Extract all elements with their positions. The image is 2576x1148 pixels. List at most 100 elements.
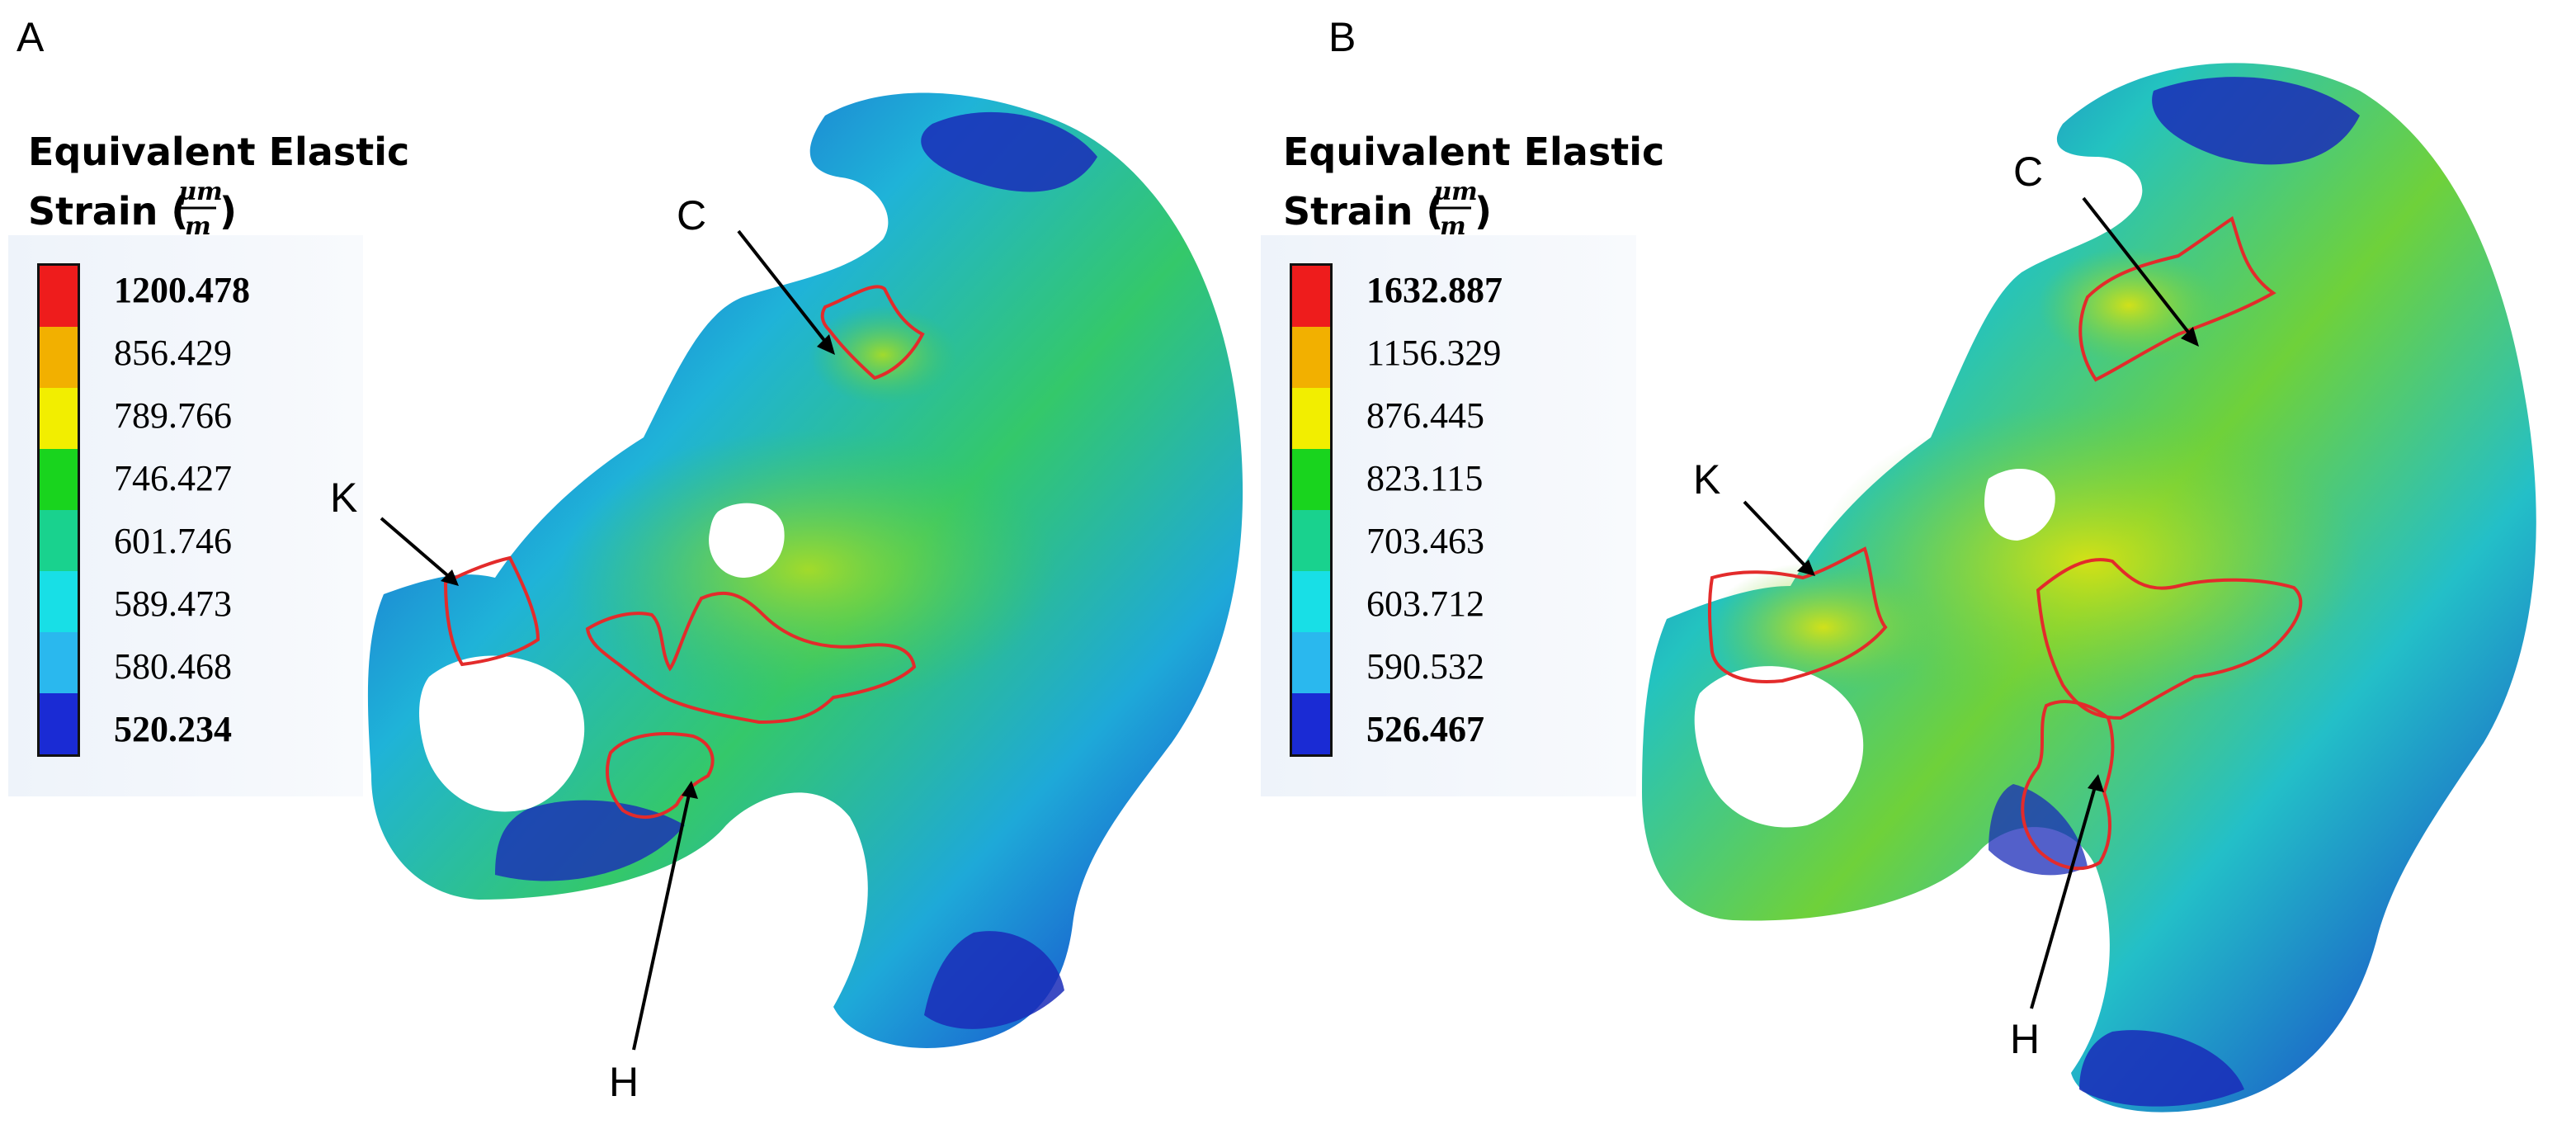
- panel-label: B: [1328, 14, 1356, 60]
- legend-swatch: [1292, 510, 1330, 571]
- low-strain-zone: [921, 111, 1097, 192]
- callout-c: C: [677, 192, 835, 355]
- legend-swatch: [1292, 449, 1330, 510]
- arrow-head: [441, 569, 459, 586]
- arrow-line: [1743, 500, 1810, 571]
- legend-title-line2-prefix: Strain (: [28, 189, 188, 234]
- arrow-line: [2082, 196, 2195, 340]
- arrow-head: [682, 781, 698, 799]
- legend-swatch: [40, 510, 78, 571]
- legend-value: 526.467: [1366, 709, 1484, 749]
- callout-h: H: [2010, 774, 2104, 1062]
- callout-k: K: [1693, 456, 1815, 576]
- arrow-head: [1797, 560, 1815, 576]
- obturator-foramen: [419, 655, 585, 812]
- low-strain-zone: [2152, 77, 2360, 165]
- legend-unit-numerator: μm: [178, 177, 223, 206]
- legend-value: 703.463: [1366, 521, 1484, 561]
- legend-swatch: [40, 449, 78, 510]
- arrow-line: [737, 229, 831, 348]
- legend-value: 589.473: [114, 583, 232, 624]
- legend-swatch: [40, 266, 78, 327]
- arrow-line: [2030, 783, 2097, 1009]
- strain-hotspot: [809, 305, 957, 404]
- callout-label: H: [609, 1059, 639, 1105]
- legend-title-line1: Equivalent Elastic: [1283, 130, 1664, 174]
- legend-swatch: [40, 632, 78, 693]
- legend-color-bar: [1290, 263, 1333, 757]
- legend-swatch: [40, 571, 78, 632]
- legend-value: 580.468: [114, 646, 232, 687]
- region-c: [2078, 215, 2276, 382]
- legend-value: 746.427: [114, 458, 232, 498]
- region-c: [820, 285, 925, 380]
- panel-label: A: [17, 14, 45, 60]
- legend-unit-numerator: μm: [1433, 177, 1478, 206]
- foramen-hole: [709, 503, 785, 578]
- legend-value: 789.766: [114, 395, 232, 436]
- legend-value: 520.234: [114, 709, 232, 749]
- legend-value: 876.445: [1366, 395, 1484, 436]
- legend-value: 1200.478: [114, 270, 250, 310]
- legend-title-line2-suffix: ): [219, 189, 237, 234]
- strain-hotspot: [1708, 561, 1939, 693]
- legend-color-bar: [37, 263, 80, 757]
- legend-swatch: [1292, 693, 1330, 754]
- pelvis-model: [1642, 63, 2536, 1113]
- legend-title-line2-prefix: Strain (: [1283, 189, 1443, 234]
- legend-values: 1200.478 856.429 789.766 746.427 601.746 589.…: [114, 270, 250, 749]
- legend: Equivalent Elastic Strain ( μm m ) 1632.…: [1261, 130, 1664, 796]
- region-k: [443, 555, 540, 667]
- callout-h: H: [609, 781, 698, 1105]
- legend-value: 603.712: [1366, 583, 1484, 624]
- arrow-line: [632, 790, 691, 1051]
- legend-value: 823.115: [1366, 458, 1483, 498]
- legend-unit-denominator: m: [1440, 212, 1466, 241]
- legend-unit-denominator: m: [185, 212, 211, 241]
- legend-title-line1: Equivalent Elastic: [28, 130, 409, 174]
- low-strain-zone: [495, 800, 685, 881]
- legend-value: 1632.887: [1366, 270, 1503, 310]
- low-strain-zone: [2079, 1030, 2244, 1107]
- region-h: [606, 732, 715, 820]
- callout-label: C: [2013, 149, 2043, 195]
- region-k: [1707, 546, 1888, 683]
- panel-b: B Equivalent Elastic Strain ( μm m ) 163…: [1261, 14, 2536, 1113]
- legend-value: 856.429: [114, 333, 232, 373]
- legend-value: 601.746: [114, 521, 232, 561]
- legend-swatch: [40, 388, 78, 449]
- legend-swatch: [1292, 327, 1330, 388]
- arrow-head: [2181, 327, 2199, 347]
- foramen-hole: [1984, 469, 2055, 541]
- legend-swatch: [40, 327, 78, 388]
- legend-swatch: [1292, 632, 1330, 693]
- panel-a: A Equivalent Elastic Strain ( μm m ) 120…: [8, 14, 1243, 1105]
- arrow-head: [817, 334, 835, 355]
- callout-label: C: [677, 192, 706, 239]
- low-strain-zone: [1989, 784, 2088, 876]
- callout-label: H: [2010, 1016, 2040, 1062]
- arrow-head: [2088, 774, 2104, 792]
- legend-swatch: [1292, 571, 1330, 632]
- arrow-line: [380, 517, 454, 581]
- legend-swatch: [1292, 388, 1330, 449]
- region-main: [585, 591, 917, 725]
- callout-c: C: [2013, 149, 2199, 347]
- callout-label: K: [1693, 456, 1720, 503]
- obturator-foramen: [1694, 666, 1864, 828]
- legend-value: 590.532: [1366, 646, 1484, 687]
- legend-values: 1632.887 1156.329 876.445 823.115 703.463 603…: [1366, 270, 1503, 749]
- strain-hotspot: [2038, 248, 2220, 363]
- pelvis-model: [367, 92, 1243, 1048]
- legend-swatch: [40, 693, 78, 754]
- legend-value: 1156.329: [1366, 333, 1501, 373]
- callout-label: K: [330, 475, 357, 521]
- legend-swatch: [1292, 266, 1330, 327]
- callout-k: K: [330, 475, 459, 586]
- legend: Equivalent Elastic Strain ( μm m ) 1200.…: [8, 130, 409, 796]
- region-h: [2021, 700, 2115, 871]
- legend-title-line2-suffix: ): [1474, 189, 1492, 234]
- strain-hotspot: [561, 429, 1056, 710]
- low-strain-zone: [924, 931, 1064, 1029]
